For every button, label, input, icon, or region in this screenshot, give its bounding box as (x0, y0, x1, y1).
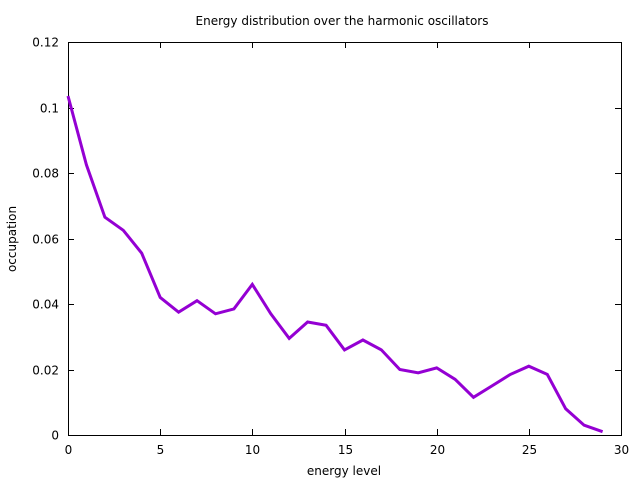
y-tick-label: 0.1 (40, 102, 59, 116)
x-tick-label: 20 (430, 443, 445, 457)
x-tick-label: 0 (65, 443, 73, 457)
x-axis-label: energy level (307, 464, 381, 478)
x-tick-label: 15 (338, 443, 353, 457)
chart-title: Energy distribution over the harmonic os… (196, 14, 489, 28)
y-axis-label: occupation (5, 206, 19, 272)
y-tick-label: 0 (51, 429, 59, 443)
x-tick-label: 30 (614, 443, 629, 457)
x-tick-label: 5 (157, 443, 165, 457)
y-ticks: 0 0.02 0.04 0.06 0.08 0.1 0.12 (32, 36, 621, 443)
y-tick-label: 0.06 (32, 233, 59, 247)
y-tick-label: 0.12 (32, 36, 59, 50)
x-tick-label: 25 (522, 443, 537, 457)
x-ticks: 0 5 10 15 20 25 30 (65, 42, 629, 457)
series-group (66, 95, 604, 434)
y-tick-label: 0.04 (32, 298, 59, 312)
series-line (66, 95, 604, 434)
y-tick-label: 0.02 (32, 364, 59, 378)
y-tick-label: 0.08 (32, 167, 59, 181)
plot-frame (68, 42, 622, 436)
x-tick-label: 10 (245, 443, 260, 457)
